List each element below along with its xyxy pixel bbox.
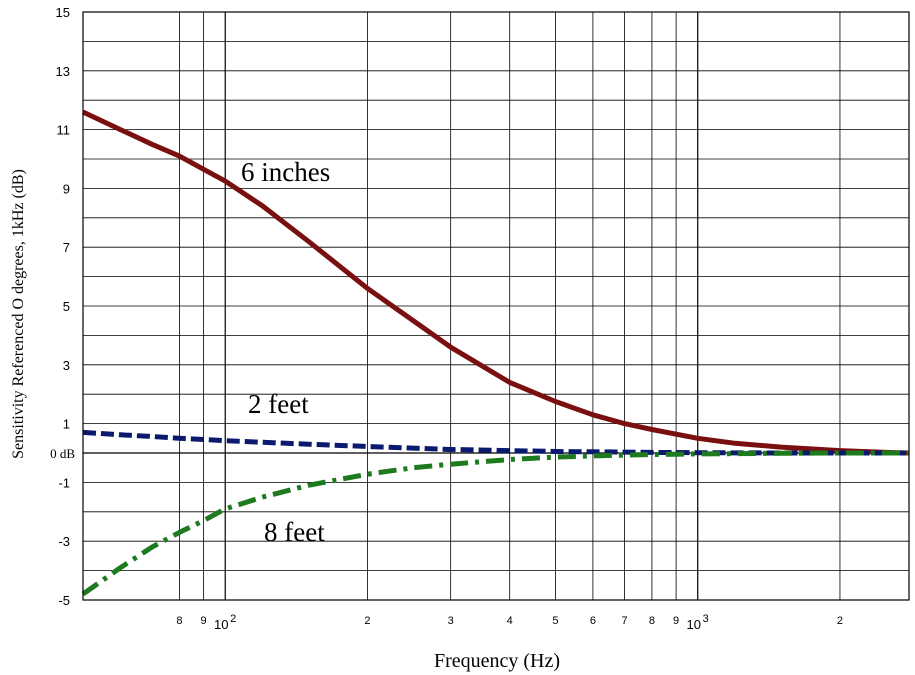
y-tick-label: 15 bbox=[56, 5, 70, 20]
x-tick-label: 4 bbox=[507, 615, 513, 627]
series-annotations: 6 inches 2 feet 8 feet bbox=[241, 157, 330, 547]
annotation-2-feet: 2 feet bbox=[248, 389, 309, 419]
x-tick-label: 2 bbox=[364, 615, 370, 627]
x-tick-label: 10 bbox=[214, 617, 228, 632]
y-axis-label: Sensitivity Referenced O degrees, 1kHz (… bbox=[10, 169, 27, 459]
y-tick-label: 1 bbox=[63, 417, 70, 432]
y-tick-label: -5 bbox=[58, 593, 70, 608]
x-tick-label: 8 bbox=[176, 615, 182, 627]
x-tick-label: 10 bbox=[686, 617, 700, 632]
x-tick-label-exponent: 2 bbox=[230, 613, 236, 625]
x-tick-label: 2 bbox=[837, 615, 843, 627]
series-line-6-inches bbox=[81, 109, 910, 456]
series-line-8-feet bbox=[81, 450, 909, 597]
y-tick-label: 9 bbox=[63, 181, 70, 196]
annotation-6-inches: 6 inches bbox=[241, 157, 330, 187]
x-tick-label: 9 bbox=[201, 615, 207, 627]
series-line-2-feet bbox=[82, 429, 909, 456]
plot-frame bbox=[82, 11, 910, 601]
y-tick-label: 3 bbox=[63, 358, 70, 373]
series-lines bbox=[81, 109, 910, 597]
x-tick-label: 5 bbox=[552, 615, 558, 627]
x-axis-label: Frequency (Hz) bbox=[434, 650, 560, 672]
y-tick-label: -1 bbox=[58, 475, 70, 490]
y-tick-label: 7 bbox=[63, 240, 70, 255]
x-tick-label: 7 bbox=[621, 615, 627, 627]
y-tick-label: 11 bbox=[57, 123, 71, 138]
x-tick-label: 6 bbox=[590, 615, 596, 627]
x-tick-label-exponent: 3 bbox=[703, 613, 709, 625]
annotation-8-feet: 8 feet bbox=[264, 517, 325, 547]
x-tick-label: 9 bbox=[673, 615, 679, 627]
y-tick-label: -3 bbox=[58, 534, 70, 549]
plot-border bbox=[82, 11, 910, 601]
x-tick-label: 8 bbox=[649, 615, 655, 627]
y-tick-labels: 15 13 11 9 7 5 3 1 -1 -3 -5 0 dB bbox=[50, 5, 75, 608]
zero-db-label: 0 dB bbox=[50, 446, 75, 461]
y-tick-label: 13 bbox=[56, 64, 70, 79]
grid bbox=[83, 11, 909, 601]
x-tick-label: 3 bbox=[448, 615, 454, 627]
x-tick-labels: 8 9 10 2 2 3 4 5 6 7 8 9 10 3 2 bbox=[176, 613, 843, 632]
y-tick-label: 5 bbox=[63, 299, 70, 314]
